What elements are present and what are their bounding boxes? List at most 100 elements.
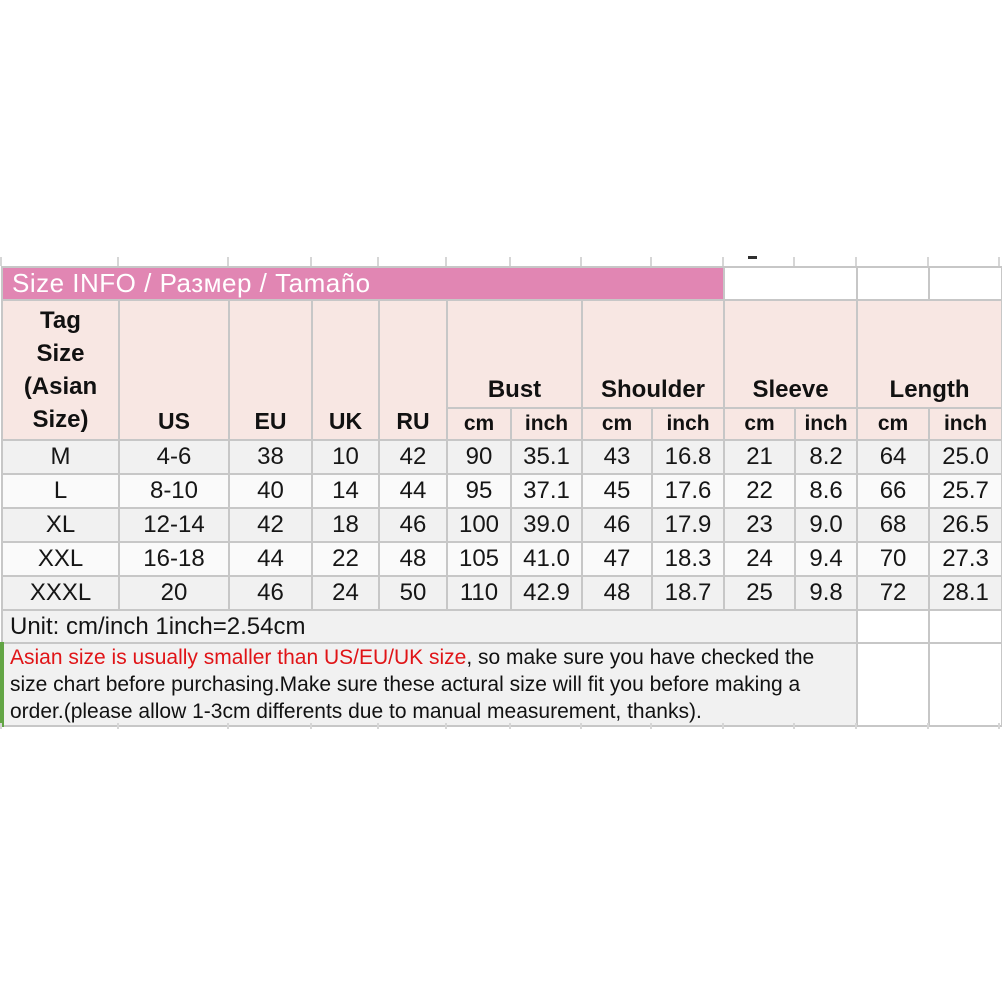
cell-shoulder-cm: 45 xyxy=(581,473,653,509)
cell-sleeve-cm: 25 xyxy=(723,575,797,611)
cell-shoulder-inch: 17.6 xyxy=(650,473,726,509)
subheader-bust-cm: cm xyxy=(446,407,512,441)
tag-size-line: Size xyxy=(36,340,85,367)
subheader-length-cm: cm xyxy=(856,407,931,441)
cell-bust-inch: 39.0 xyxy=(510,507,583,543)
cell-uk: 18 xyxy=(311,507,380,543)
cell-length-cm: 68 xyxy=(856,507,931,543)
warning-row: Asian size is usually smaller than US/EU… xyxy=(0,642,1002,727)
cell-sleeve-inch: 9.0 xyxy=(794,507,859,543)
cell-us: 20 xyxy=(118,575,230,611)
col-group-shoulder: Shoulder xyxy=(580,299,726,409)
artifact-dash xyxy=(748,256,757,259)
cell-eu: 40 xyxy=(228,473,313,509)
warning-red-text: Asian size is usually smaller than US/EU… xyxy=(10,646,467,669)
cell-length-inch: 25.0 xyxy=(928,439,1002,475)
cell-ru: 46 xyxy=(378,507,448,543)
warning-line-3: order.(please allow 1-3cm differents due… xyxy=(10,700,702,723)
warning-line-1: Asian size is usually smaller than US/EU… xyxy=(10,645,855,671)
subheader-shoulder-inch: inch xyxy=(650,407,726,441)
cell-tag: L xyxy=(1,473,120,509)
warning-line-2: size chart before purchasing.Make sure t… xyxy=(10,673,801,696)
cell-shoulder-cm: 43 xyxy=(581,439,653,475)
col-header-uk: UK xyxy=(311,299,380,441)
cell-us: 16-18 xyxy=(118,541,230,577)
cell-length-cm: 66 xyxy=(856,473,931,509)
cell-shoulder-cm: 47 xyxy=(581,541,653,577)
cell-shoulder-cm: 48 xyxy=(581,575,653,611)
empty-cell xyxy=(856,266,931,301)
cell-us: 12-14 xyxy=(118,507,230,543)
cell-eu: 46 xyxy=(228,575,313,611)
cell-uk: 14 xyxy=(311,473,380,509)
table-row-l: L 8-10 40 14 44 95 37.1 45 17.6 22 8.6 6… xyxy=(1,473,1002,509)
cell-uk: 24 xyxy=(311,575,380,611)
cell-us: 8-10 xyxy=(118,473,230,509)
empty-cell xyxy=(856,642,931,727)
cell-bust-inch: 41.0 xyxy=(510,541,583,577)
gridline-stubs-top xyxy=(0,257,2,266)
cell-sleeve-inch: 9.4 xyxy=(794,541,859,577)
header-row-units: cm inch cm inch cm inch cm inch xyxy=(2,407,1002,441)
tag-size-line: (Asian xyxy=(23,373,98,400)
cell-uk: 22 xyxy=(311,541,380,577)
cell-bust-cm: 100 xyxy=(446,507,512,543)
cell-shoulder-inch: 16.8 xyxy=(650,439,726,475)
col-group-bust: Bust xyxy=(446,299,583,409)
cell-sleeve-inch: 9.8 xyxy=(794,575,859,611)
table-row-m: M 4-6 38 10 42 90 35.1 43 16.8 21 8.2 64… xyxy=(1,439,1002,475)
cell-shoulder-inch: 17.9 xyxy=(650,507,726,543)
cell-sleeve-cm: 24 xyxy=(723,541,797,577)
empty-cell xyxy=(928,609,1002,644)
tag-size-line: Tag xyxy=(40,307,81,334)
cell-length-inch: 26.5 xyxy=(928,507,1002,543)
cell-sleeve-cm: 22 xyxy=(723,473,797,509)
cell-length-cm: 72 xyxy=(856,575,931,611)
warning-note: Asian size is usually smaller than US/EU… xyxy=(0,642,859,727)
cell-ru: 44 xyxy=(378,473,448,509)
cell-length-inch: 28.1 xyxy=(928,575,1002,611)
cell-bust-cm: 90 xyxy=(446,439,512,475)
cell-shoulder-inch: 18.3 xyxy=(650,541,726,577)
cell-us: 4-6 xyxy=(118,439,230,475)
cell-bust-cm: 110 xyxy=(446,575,512,611)
cell-sleeve-cm: 23 xyxy=(723,507,797,543)
cell-length-inch: 27.3 xyxy=(928,541,1002,577)
subheader-bust-inch: inch xyxy=(510,407,583,441)
cell-bust-cm: 105 xyxy=(446,541,512,577)
cell-bust-cm: 95 xyxy=(446,473,512,509)
empty-cell xyxy=(928,642,1002,727)
cell-ru: 42 xyxy=(378,439,448,475)
cell-bust-inch: 37.1 xyxy=(510,473,583,509)
subheader-sleeve-inch: inch xyxy=(794,407,859,441)
subheader-shoulder-cm: cm xyxy=(581,407,653,441)
unit-note: Unit: cm/inch 1inch=2.54cm xyxy=(0,609,859,644)
cell-ru: 48 xyxy=(378,541,448,577)
cell-uk: 10 xyxy=(311,439,380,475)
col-group-sleeve: Sleeve xyxy=(723,299,859,409)
warning-black-text: , so make sure you have checked the xyxy=(466,646,815,669)
cell-ru: 50 xyxy=(378,575,448,611)
empty-cell xyxy=(856,609,931,644)
cell-eu: 44 xyxy=(228,541,313,577)
col-header-tag-size: Tag Size (Asian Size) xyxy=(1,299,120,441)
table-title: Size INFO / Размер / Tamaño xyxy=(0,266,726,301)
empty-cell xyxy=(928,266,1002,301)
subheader-length-inch: inch xyxy=(928,407,1002,441)
col-header-eu: EU xyxy=(228,299,313,441)
empty-cell xyxy=(723,266,859,301)
cell-eu: 42 xyxy=(228,507,313,543)
size-chart-table: Size INFO / Размер / Tamaño Tag Size (As… xyxy=(0,266,1002,727)
cell-tag: XXL xyxy=(1,541,120,577)
cell-shoulder-inch: 18.7 xyxy=(650,575,726,611)
cell-shoulder-cm: 46 xyxy=(581,507,653,543)
gridline-stubs-bottom xyxy=(0,723,2,729)
subheader-sleeve-cm: cm xyxy=(723,407,797,441)
title-row: Size INFO / Размер / Tamaño xyxy=(0,266,1002,301)
cell-length-cm: 70 xyxy=(856,541,931,577)
header-row-groups: Tag Size (Asian Size) US EU UK RU Bust S… xyxy=(1,299,1002,441)
cell-tag: XXXL xyxy=(1,575,120,611)
cell-bust-inch: 35.1 xyxy=(510,439,583,475)
cell-length-inch: 25.7 xyxy=(928,473,1002,509)
cell-tag: XL xyxy=(1,507,120,543)
